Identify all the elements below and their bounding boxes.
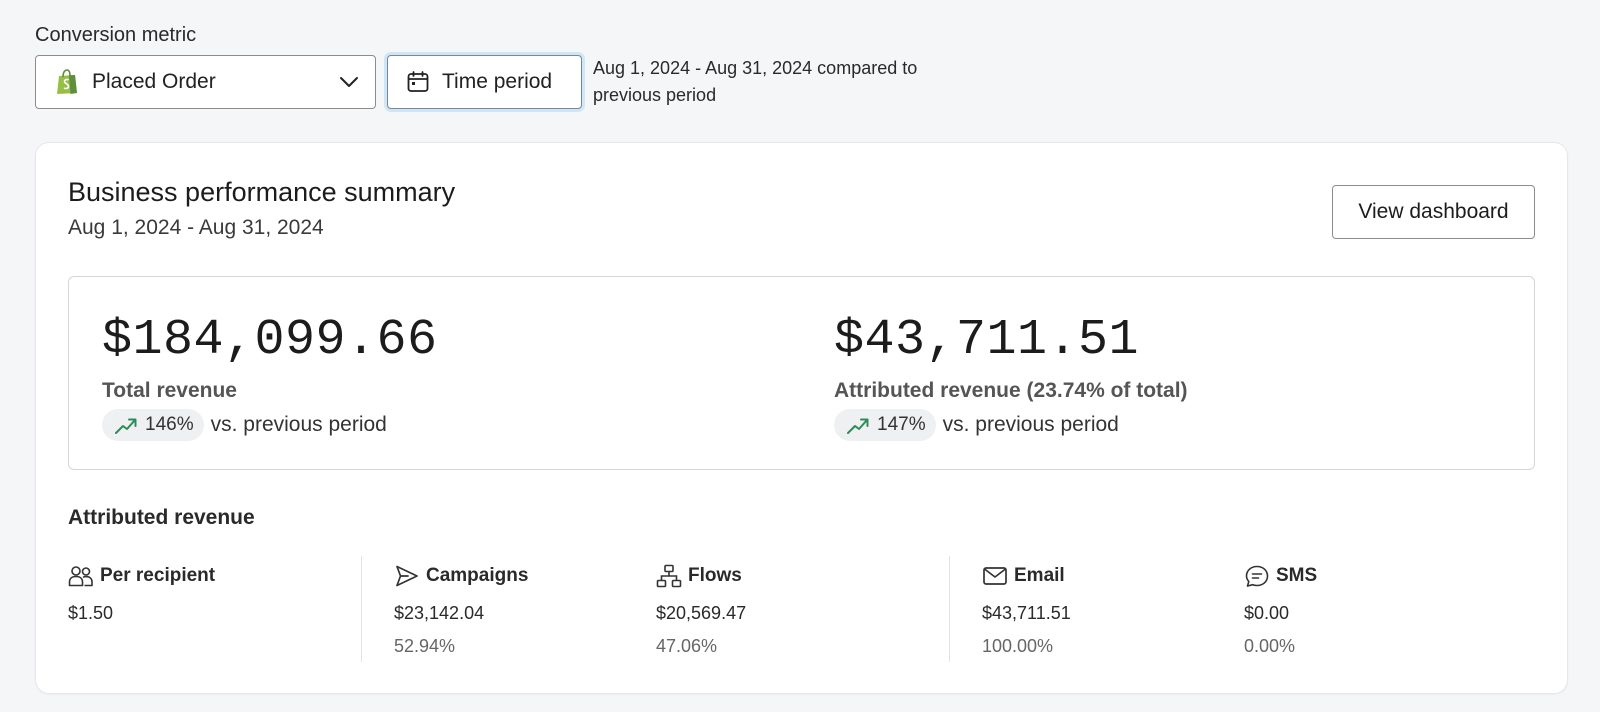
shopify-bag-icon <box>57 69 77 94</box>
conversion-metric-label: Conversion metric <box>35 24 197 46</box>
comparison-text: vs. previous period <box>942 413 1119 436</box>
stat-per-recipient: Per recipient $1.50 <box>68 563 215 624</box>
stat-value: $1.50 <box>68 603 114 623</box>
card-date-range: Aug 1, 2024 - Aug 31, 2024 <box>68 216 324 239</box>
filters-bar: Conversion metric Placed Order Time pe <box>35 22 1035 109</box>
stat-name: Flows <box>688 565 742 586</box>
total-revenue-label: Total revenue <box>102 379 237 402</box>
total-revenue-value: $184,099.66 <box>102 312 438 369</box>
chevron-down-icon <box>340 77 358 87</box>
business-performance-card: Business performance summary Aug 1, 2024… <box>35 142 1568 694</box>
flow-icon <box>656 564 682 588</box>
trend-up-icon <box>847 418 869 434</box>
stat-sms: SMS $0.00 0.00% <box>1244 563 1317 657</box>
stat-name: Campaigns <box>426 565 529 586</box>
stat-percent: 47.06% <box>656 636 718 656</box>
divider <box>361 556 362 662</box>
stat-flows: Flows $20,569.47 47.06% <box>656 563 746 657</box>
change-percent: 147% <box>877 414 926 435</box>
stat-percent: 0.00% <box>1244 636 1296 656</box>
filter-controls: Placed Order Time period Aug 1, 2024 - A… <box>35 55 1035 109</box>
stat-percent: 52.94% <box>394 636 456 656</box>
attributed-revenue-kpi: $43,711.51 Attributed revenue (23.74% of… <box>834 313 1188 441</box>
mail-icon <box>983 567 1007 585</box>
stat-name: SMS <box>1276 565 1318 586</box>
stat-value: $43,711.51 <box>982 603 1071 623</box>
attributed-revenue-label: Attributed revenue (23.74% of total) <box>834 379 1188 402</box>
attributed-revenue-trend: 147% vs. previous period <box>834 409 1188 441</box>
conversion-metric-value: Placed Order <box>92 70 216 93</box>
time-period-button[interactable]: Time period <box>387 55 582 109</box>
attributed-revenue-heading: Attributed revenue <box>68 506 255 529</box>
change-badge: 147% <box>834 409 936 441</box>
comparison-text: vs. previous period <box>210 413 387 436</box>
stat-value: $20,569.47 <box>656 603 747 623</box>
divider <box>949 556 950 662</box>
trend-up-icon <box>115 418 137 434</box>
total-revenue-kpi: $184,099.66 Total revenue 146% vs. previ… <box>102 313 438 441</box>
attributed-revenue-value: $43,711.51 <box>834 312 1140 369</box>
change-percent: 146% <box>145 414 194 435</box>
card-title: Business performance summary <box>68 177 456 207</box>
time-period-label: Time period <box>442 70 553 93</box>
change-badge: 146% <box>102 409 204 441</box>
view-dashboard-button[interactable]: View dashboard <box>1332 185 1535 239</box>
stat-percent: 100.00% <box>982 636 1054 656</box>
stat-campaigns: Campaigns $23,142.04 52.94% <box>394 563 528 657</box>
period-description: Aug 1, 2024 - Aug 31, 2024 compared to p… <box>593 58 918 105</box>
conversion-metric-select[interactable]: Placed Order <box>35 55 376 109</box>
stat-name: Per recipient <box>100 565 216 586</box>
stat-name: Email <box>1014 565 1065 586</box>
stat-value: $0.00 <box>1244 603 1290 623</box>
total-revenue-trend: 146% vs. previous period <box>102 409 438 441</box>
calendar-icon <box>407 71 429 92</box>
stat-value: $23,142.04 <box>394 603 485 623</box>
stat-email: Email $43,711.51 100.00% <box>982 563 1071 657</box>
people-icon <box>68 566 93 587</box>
revenue-kpi-box: $184,099.66 Total revenue 146% vs. previ… <box>68 276 1535 470</box>
chat-icon <box>1245 565 1269 587</box>
send-icon <box>396 565 418 587</box>
